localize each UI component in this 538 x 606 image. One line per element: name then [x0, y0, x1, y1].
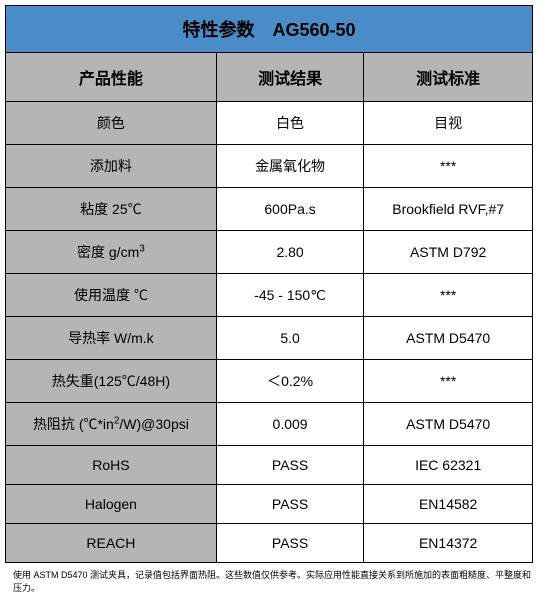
- cell-result: 2.80: [216, 231, 364, 274]
- cell-standard: ASTM D792: [364, 231, 533, 274]
- cell-standard: ***: [364, 274, 533, 317]
- cell-property: 导热率 W/m.k: [6, 317, 217, 360]
- cell-standard: ASTM D5470: [364, 403, 533, 446]
- cell-standard: IEC 62321: [364, 446, 533, 485]
- spec-table-container: 特性参数 AG560-50 产品性能 测试结果 测试标准 颜色白色目视添加料金属…: [5, 5, 533, 594]
- table-row: 使用温度 ℃-45 - 150℃***: [6, 274, 533, 317]
- table-row: RoHSPASSIEC 62321: [6, 446, 533, 485]
- table-row: 颜色白色目视: [6, 102, 533, 145]
- cell-property: 添加料: [6, 145, 217, 188]
- table-row: 热阻抗 (℃*in2/W)@30psi0.009ASTM D5470: [6, 403, 533, 446]
- cell-result: -45 - 150℃: [216, 274, 364, 317]
- cell-standard: 目视: [364, 102, 533, 145]
- cell-result: 5.0: [216, 317, 364, 360]
- cell-property: 密度 g/cm3: [6, 231, 217, 274]
- cell-result: 0.009: [216, 403, 364, 446]
- cell-result: ＜0.2%: [216, 360, 364, 403]
- cell-result: PASS: [216, 524, 364, 563]
- cell-standard: ***: [364, 145, 533, 188]
- header-property: 产品性能: [6, 53, 217, 102]
- table-row: REACHPASSEN14372: [6, 524, 533, 563]
- cell-property: 使用温度 ℃: [6, 274, 217, 317]
- spec-table: 产品性能 测试结果 测试标准 颜色白色目视添加料金属氧化物***粘度 25℃60…: [5, 52, 533, 563]
- cell-standard: EN14582: [364, 485, 533, 524]
- cell-standard: ASTM D5470: [364, 317, 533, 360]
- table-row: HalogenPASSEN14582: [6, 485, 533, 524]
- cell-property: RoHS: [6, 446, 217, 485]
- cell-result: PASS: [216, 485, 364, 524]
- cell-property: 粘度 25℃: [6, 188, 217, 231]
- table-row: 导热率 W/m.k5.0ASTM D5470: [6, 317, 533, 360]
- table-row: 密度 g/cm32.80ASTM D792: [6, 231, 533, 274]
- table-row: 添加料金属氧化物***: [6, 145, 533, 188]
- table-row: 热失重(125℃/48H)＜0.2%***: [6, 360, 533, 403]
- cell-property: 热失重(125℃/48H): [6, 360, 217, 403]
- table-row: 粘度 25℃600Pa.sBrookfield RVF,#7: [6, 188, 533, 231]
- cell-property: REACH: [6, 524, 217, 563]
- cell-result: 600Pa.s: [216, 188, 364, 231]
- cell-property: 颜色: [6, 102, 217, 145]
- table-body: 颜色白色目视添加料金属氧化物***粘度 25℃600Pa.sBrookfield…: [6, 102, 533, 563]
- cell-standard: ***: [364, 360, 533, 403]
- cell-result: 白色: [216, 102, 364, 145]
- cell-result: 金属氧化物: [216, 145, 364, 188]
- header-standard: 测试标准: [364, 53, 533, 102]
- footnote: 使用 ASTM D5470 测试夹具，记录值包括界面热阻。这些数值仅供参考。实际…: [5, 569, 533, 594]
- cell-standard: Brookfield RVF,#7: [364, 188, 533, 231]
- header-result: 测试结果: [216, 53, 364, 102]
- cell-property: Halogen: [6, 485, 217, 524]
- cell-property: 热阻抗 (℃*in2/W)@30psi: [6, 403, 217, 446]
- cell-standard: EN14372: [364, 524, 533, 563]
- cell-result: PASS: [216, 446, 364, 485]
- header-row: 产品性能 测试结果 测试标准: [6, 53, 533, 102]
- table-title: 特性参数 AG560-50: [5, 5, 533, 52]
